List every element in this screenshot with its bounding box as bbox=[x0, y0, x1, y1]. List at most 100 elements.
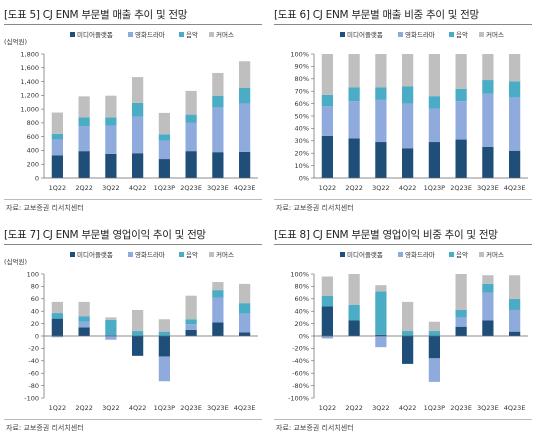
bar-segment bbox=[428, 321, 440, 332]
bar-segment bbox=[105, 125, 117, 154]
x-tick-label: 3Q22 bbox=[102, 404, 120, 412]
x-tick-label: 4Q23E bbox=[504, 404, 526, 412]
chart-source: 자료: 교보증권 리서치센터 bbox=[6, 204, 84, 212]
bar-segment bbox=[185, 122, 197, 152]
y-tick-label: 60% bbox=[295, 295, 309, 303]
bar-segment bbox=[321, 306, 333, 336]
bar-segment bbox=[402, 103, 414, 149]
bar-segment bbox=[348, 101, 360, 139]
legend-swatch bbox=[340, 252, 345, 257]
bar-segment bbox=[321, 336, 333, 339]
x-tick-label: 2Q22 bbox=[75, 184, 93, 192]
bar-segment bbox=[455, 274, 467, 310]
bar-segment bbox=[455, 139, 467, 178]
bar-segment bbox=[185, 324, 197, 330]
bar-segment bbox=[428, 54, 440, 97]
bar-segment bbox=[158, 319, 170, 332]
y-tick-label: 600 bbox=[27, 133, 39, 141]
bar-segment bbox=[321, 54, 333, 95]
bar-segment bbox=[105, 319, 117, 336]
y-tick-label: 30% bbox=[295, 137, 309, 145]
y-tick-label: 20 bbox=[31, 320, 39, 328]
chart-panel-operating-profit-share: [도표 8] CJ ENM 부문별 영업이익 비중 추이 및 전망 미디어플랫폼… bbox=[270, 220, 538, 440]
y-unit-label: (십억원) bbox=[4, 37, 27, 46]
bar-segment bbox=[239, 332, 251, 336]
x-tick-label: 1Q23P bbox=[154, 404, 176, 412]
sales-stacked-bar-chart: (십억원) 미디어플랫폼 영화드라마 음악 커머스 0 200 400 600 800 1,000 1… bbox=[4, 30, 258, 192]
bar-segment bbox=[185, 329, 197, 336]
legend-label: 미디어플랫폼 bbox=[77, 30, 113, 39]
bar-segment bbox=[375, 291, 387, 335]
bar-segment bbox=[158, 112, 170, 135]
bar-segment bbox=[78, 316, 90, 322]
y-tick-label: 40 bbox=[31, 308, 39, 316]
bar-segment bbox=[482, 320, 494, 336]
source-divider bbox=[4, 419, 262, 420]
bar-segment bbox=[428, 96, 440, 109]
x-tick-label: 1Q23P bbox=[424, 184, 446, 192]
legend-label: 음악 bbox=[186, 31, 198, 39]
x-tick-label: 1Q23P bbox=[424, 404, 446, 412]
bar-segment bbox=[239, 313, 251, 333]
legend-label: 영화드라마 bbox=[135, 30, 165, 39]
bar-segment bbox=[375, 336, 387, 348]
legend-label: 음악 bbox=[186, 251, 198, 259]
x-tick-label: 1Q22 bbox=[49, 404, 67, 412]
bar-segment bbox=[482, 93, 494, 147]
bar-segment bbox=[132, 102, 144, 117]
bar-segment bbox=[482, 283, 494, 293]
bar-segment bbox=[375, 87, 387, 100]
bar-segment bbox=[158, 134, 170, 141]
x-tick-label: 4Q23E bbox=[234, 404, 256, 412]
bar-segment bbox=[348, 305, 360, 321]
y-tick-label: 60% bbox=[295, 100, 309, 108]
chart-title: [도표 5] CJ ENM 부문별 매출 추이 및 전망 bbox=[4, 9, 188, 21]
y-tick-label: 40% bbox=[295, 125, 309, 133]
bar-segment bbox=[348, 87, 360, 102]
legend-label: 음악 bbox=[456, 251, 468, 259]
y-tick-label: 80% bbox=[295, 75, 309, 83]
operating-profit-share-stacked-bar-chart: 미디어플랫폼 영화드라마 음악 커머스 -100% -80% -60% -40% -20% 0% 2… bbox=[288, 250, 528, 412]
source-divider bbox=[4, 199, 262, 200]
bar-segment bbox=[375, 285, 387, 292]
legend-swatch bbox=[479, 32, 484, 37]
legend-label: 영화드라마 bbox=[405, 250, 435, 259]
legend-swatch bbox=[128, 252, 133, 257]
x-tick-label: 2Q23E bbox=[450, 184, 472, 192]
y-tick-label: -60 bbox=[28, 370, 39, 378]
y-tick-label: 1,000 bbox=[20, 105, 39, 113]
bar-segment bbox=[348, 138, 360, 178]
legend-swatch bbox=[179, 32, 184, 37]
x-tick-label: 4Q22 bbox=[129, 404, 147, 412]
chart-title: [도표 6] CJ ENM 부문별 매출 비중 추이 및 전망 bbox=[274, 9, 479, 21]
bar-segment bbox=[509, 298, 521, 310]
x-tick-label: 3Q23E bbox=[207, 184, 229, 192]
y-tick-label: 0% bbox=[299, 174, 309, 182]
bar-segment bbox=[239, 87, 251, 104]
bar-segment bbox=[78, 151, 90, 178]
bar-segment bbox=[158, 159, 170, 178]
x-tick-label: 2Q23E bbox=[450, 404, 472, 412]
y-tick-label: 100 bbox=[27, 270, 39, 278]
bar-segment bbox=[185, 90, 197, 115]
bar-segment bbox=[212, 95, 224, 108]
x-tick-label: 2Q22 bbox=[345, 184, 363, 192]
chart-title: [도표 7] CJ ENM 부문별 영업이익 추이 및 전망 bbox=[4, 229, 206, 241]
legend-swatch bbox=[449, 32, 454, 37]
bar-segment bbox=[105, 317, 117, 320]
bar-segment bbox=[185, 295, 197, 320]
x-tick-label: 1Q22 bbox=[49, 184, 67, 192]
bar-segment bbox=[158, 331, 170, 336]
y-tick-label: 100% bbox=[290, 270, 309, 278]
x-tick-label: 4Q23E bbox=[234, 184, 256, 192]
bar-segment bbox=[105, 117, 117, 126]
bar-segment bbox=[212, 152, 224, 178]
y-tick-label: 80% bbox=[295, 283, 309, 291]
title-divider bbox=[4, 244, 262, 245]
legend-swatch bbox=[449, 252, 454, 257]
bar-segment bbox=[482, 275, 494, 284]
bar-segment bbox=[212, 107, 224, 153]
legend-swatch bbox=[70, 32, 75, 37]
x-tick-label: 2Q23E bbox=[180, 184, 202, 192]
